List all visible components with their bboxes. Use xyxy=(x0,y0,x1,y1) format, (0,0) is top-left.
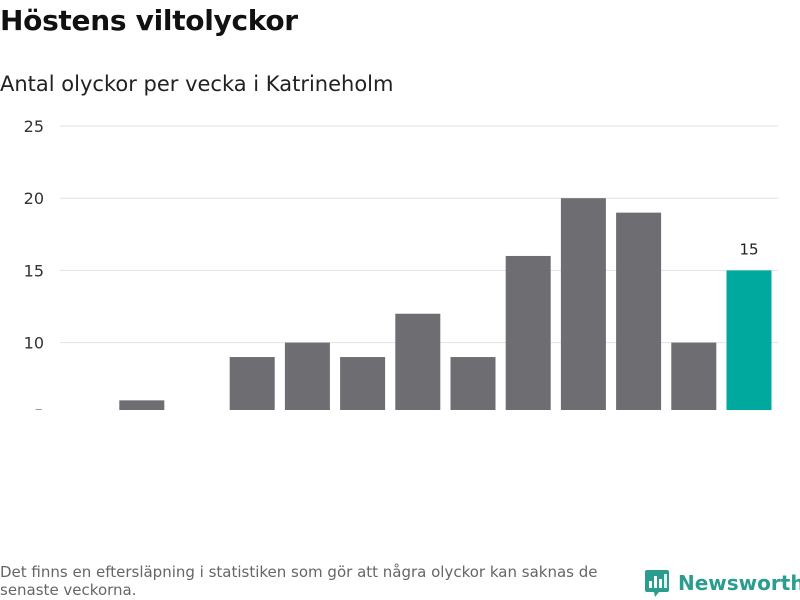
bar xyxy=(616,212,662,410)
bar xyxy=(284,342,330,410)
y-tick-label: 20 xyxy=(24,189,44,208)
bar xyxy=(119,400,165,410)
bar xyxy=(560,198,606,410)
bar xyxy=(229,357,275,410)
brand-logo[interactable]: Newsworthy xyxy=(644,567,800,599)
footer-note: Det finns en eftersläpning i statistiken… xyxy=(0,563,598,599)
y-tick-label: 25 xyxy=(24,117,44,136)
brand-name: Newsworthy xyxy=(678,571,800,595)
bar xyxy=(671,342,717,410)
data-label: 15 xyxy=(739,240,758,258)
bar xyxy=(726,270,772,410)
bar-chart: 05101520251525 aug.8 sep.22 sep.6 okt.20… xyxy=(24,117,778,410)
y-tick-label: 5 xyxy=(34,406,44,410)
chart-title: Höstens viltolyckor xyxy=(0,4,298,37)
bar xyxy=(395,313,441,410)
y-tick-label: 10 xyxy=(24,334,44,353)
chart-subtitle: Antal olyckor per vecka i Katrineholm xyxy=(0,72,394,96)
bar xyxy=(450,357,496,410)
bar-chart-logo-icon xyxy=(645,570,669,597)
bar xyxy=(340,357,386,410)
y-tick-label: 15 xyxy=(24,261,44,280)
bar xyxy=(505,255,551,410)
